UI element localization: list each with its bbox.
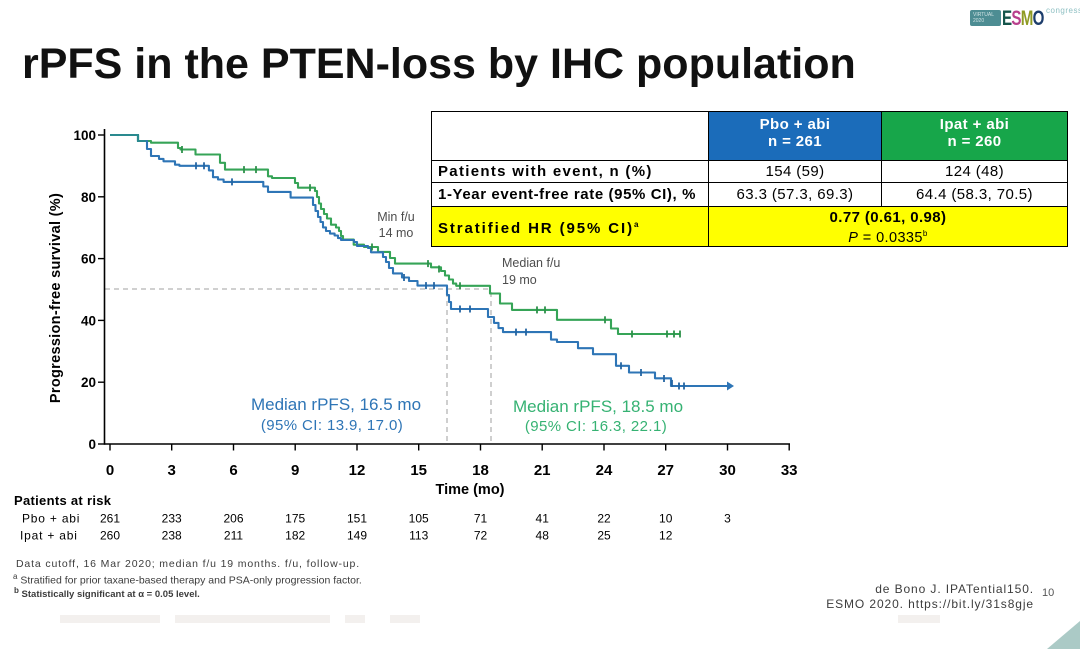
svg-text:Median rPFS, 16.5 mo: Median rPFS, 16.5 mo — [251, 395, 421, 414]
svg-text:Median f/u: Median f/u — [502, 256, 560, 270]
svg-text:149: 149 — [347, 529, 367, 543]
svg-text:72: 72 — [474, 529, 488, 543]
svg-text:3: 3 — [168, 462, 176, 479]
svg-text:60: 60 — [81, 252, 96, 267]
svg-text:Min f/u: Min f/u — [377, 210, 415, 224]
svg-text:30: 30 — [719, 462, 736, 479]
svg-text:(95% CI: 13.9, 17.0): (95% CI: 13.9, 17.0) — [261, 417, 403, 434]
svg-text:9: 9 — [291, 462, 299, 479]
svg-text:(95% CI: 16.3, 22.1): (95% CI: 16.3, 22.1) — [525, 418, 667, 435]
svg-text:261: 261 — [100, 512, 120, 526]
svg-text:182: 182 — [285, 529, 305, 543]
svg-text:175: 175 — [285, 512, 305, 526]
svg-text:80: 80 — [81, 190, 96, 205]
svg-text:18: 18 — [472, 462, 489, 479]
svg-text:Ipat + abi: Ipat + abi — [20, 529, 78, 543]
svg-text:12: 12 — [349, 462, 366, 479]
svg-text:19 mo: 19 mo — [502, 273, 537, 287]
svg-text:238: 238 — [162, 529, 182, 543]
svg-text:0: 0 — [88, 437, 96, 452]
svg-text:10: 10 — [659, 512, 673, 526]
svg-text:Pbo + abi: Pbo + abi — [22, 512, 80, 526]
svg-text:Progression-free survival (%): Progression-free survival (%) — [48, 193, 64, 403]
svg-text:22: 22 — [597, 512, 611, 526]
svg-text:Time (mo): Time (mo) — [435, 482, 504, 498]
svg-text:41: 41 — [536, 512, 550, 526]
svg-text:151: 151 — [347, 512, 367, 526]
svg-text:20: 20 — [81, 375, 96, 390]
svg-text:0: 0 — [106, 462, 114, 479]
svg-text:6: 6 — [229, 462, 237, 479]
svg-text:48: 48 — [536, 529, 550, 543]
svg-text:33: 33 — [781, 462, 798, 479]
svg-text:233: 233 — [162, 512, 182, 526]
svg-text:15: 15 — [410, 462, 427, 479]
svg-text:3: 3 — [724, 512, 731, 526]
svg-text:260: 260 — [100, 529, 120, 543]
svg-text:113: 113 — [409, 529, 428, 543]
svg-text:40: 40 — [81, 313, 96, 328]
svg-text:Median rPFS, 18.5 mo: Median rPFS, 18.5 mo — [513, 397, 683, 416]
svg-text:100: 100 — [73, 128, 96, 143]
svg-text:211: 211 — [224, 529, 243, 543]
svg-text:21: 21 — [534, 462, 551, 479]
svg-text:71: 71 — [474, 512, 488, 526]
svg-text:12: 12 — [659, 529, 673, 543]
svg-text:105: 105 — [409, 512, 429, 526]
svg-text:27: 27 — [657, 462, 674, 479]
svg-text:25: 25 — [597, 529, 611, 543]
svg-text:14 mo: 14 mo — [379, 226, 414, 240]
svg-text:Patients at risk: Patients at risk — [14, 493, 112, 508]
svg-text:24: 24 — [596, 462, 613, 479]
svg-text:206: 206 — [223, 512, 243, 526]
